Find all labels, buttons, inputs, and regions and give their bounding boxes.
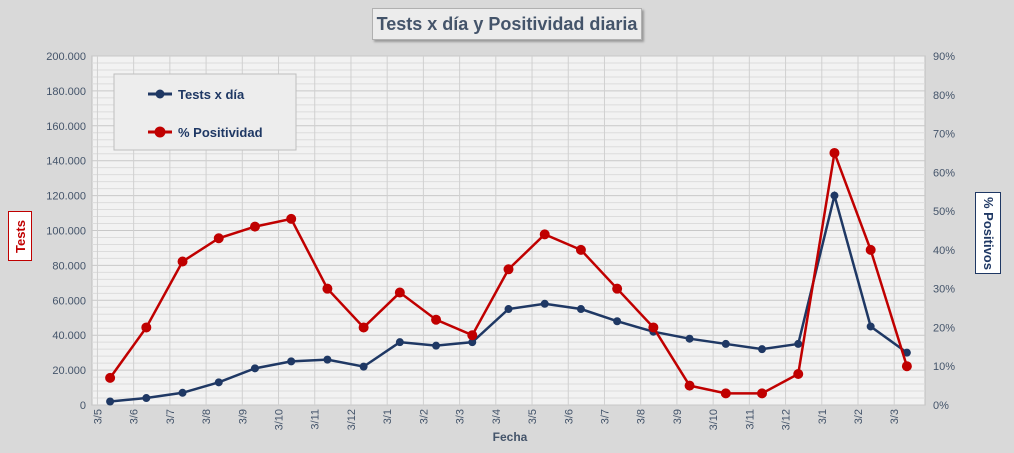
x-tick-label: 3/1 [817,409,829,424]
legend-marker [155,89,165,99]
x-tick-label: 3/10 [274,409,286,430]
y-tick-label: 60.000 [52,295,86,307]
x-tick-label: 3/1 [382,409,394,424]
series-1-point [866,322,875,331]
series-2-point [249,221,260,232]
x-tick-label: 3/12 [346,409,358,430]
series-2-point [286,213,297,224]
series-1-point [250,364,259,373]
y-tick-label: 100.000 [46,226,86,238]
series-1-point [323,355,332,364]
y2-tick-label: 20% [933,322,955,334]
x-tick-label: 3/11 [310,409,322,430]
y-tick-label: 140.000 [46,156,86,168]
y-tick-label: 40.000 [52,330,86,342]
y-tick-label: 80.000 [52,260,86,272]
series-1-point [830,191,839,200]
y2-tick-label: 10% [933,361,955,373]
y2-tick-label: 90% [933,51,955,63]
y2-tick-label: 60% [933,167,955,179]
y2-axis-title: % Positivos [975,192,1001,274]
series-1-point [142,394,151,403]
series-2-point [503,264,514,275]
series-2-point [105,372,116,383]
y2-tick-label: 30% [933,284,955,296]
y-tick-label: 20.000 [52,365,86,377]
y2-tick-label: 0% [933,400,949,412]
legend-label: % Positividad [178,125,263,140]
series-1-point [758,345,767,354]
series-2-point [865,244,876,255]
series-2-point [720,388,731,399]
series-1-point [214,378,223,387]
series-2-point [431,314,442,325]
series-2-point [757,388,768,399]
series-2-point [575,244,586,255]
series-1-point [794,339,803,348]
y-tick-label: 120.000 [46,191,86,203]
series-1-point [685,334,694,343]
x-tick-label: 3/4 [491,409,503,424]
x-tick-label: 3/3 [889,409,901,424]
y-tick-label: 160.000 [46,121,86,133]
x-tick-label: 3/7 [599,409,611,424]
y2-tick-label: 50% [933,206,955,218]
series-2-point [358,322,369,333]
x-tick-label: 3/6 [129,409,141,424]
x-tick-label: 3/7 [165,409,177,424]
x-tick-label: 3/6 [563,409,575,424]
series-1-point [106,397,115,406]
y2-tick-label: 70% [933,129,955,141]
series-2-point [793,368,804,379]
x-tick-label: 3/12 [781,409,793,430]
series-1-point [178,388,187,397]
chart-title: Tests x día y Positividad diaria [372,8,642,40]
series-1-point [432,341,441,350]
series-1-point [359,362,368,371]
x-tick-label: 3/5 [92,409,104,424]
series-2-point [829,147,840,158]
y-axis-title: Tests [8,211,32,261]
x-tick-label: 3/5 [527,409,539,424]
x-axis-title: Fecha [492,430,528,444]
series-1-point [613,317,622,326]
y-tick-label: 180.000 [46,86,86,98]
x-tick-label: 3/2 [418,409,430,424]
x-tick-label: 3/8 [636,409,648,424]
series-2-point [901,361,912,372]
series-2-point [141,322,152,333]
legend-label: Tests x día [178,87,245,102]
x-tick-label: 3/10 [708,409,720,430]
legend-marker [154,126,166,138]
series-1-point [576,305,585,314]
y2-tick-label: 40% [933,245,955,257]
series-1-point [504,305,513,314]
series-2-point [684,380,695,391]
series-1-point [540,299,549,308]
series-1-point [287,357,296,366]
series-2-point [648,322,659,333]
x-tick-label: 3/3 [455,409,467,424]
x-tick-label: 3/2 [853,409,865,424]
series-2-point [394,287,405,298]
series-2-point [612,283,623,294]
series-1-point [395,338,404,347]
series-2-point [177,256,188,267]
x-tick-label: 3/8 [201,409,213,424]
y2-tick-label: 80% [933,90,955,102]
series-2-point [539,229,550,240]
x-tick-label: 3/9 [672,409,684,424]
series-2-point [213,233,224,244]
legend-box [113,73,297,151]
series-2-point [322,283,333,294]
y-tick-label: 0 [80,400,86,412]
x-tick-label: 3/11 [744,409,756,430]
y-tick-label: 200.000 [46,51,86,63]
series-1-point [721,339,730,348]
x-tick-label: 3/9 [237,409,249,424]
series-2-point [467,330,478,341]
